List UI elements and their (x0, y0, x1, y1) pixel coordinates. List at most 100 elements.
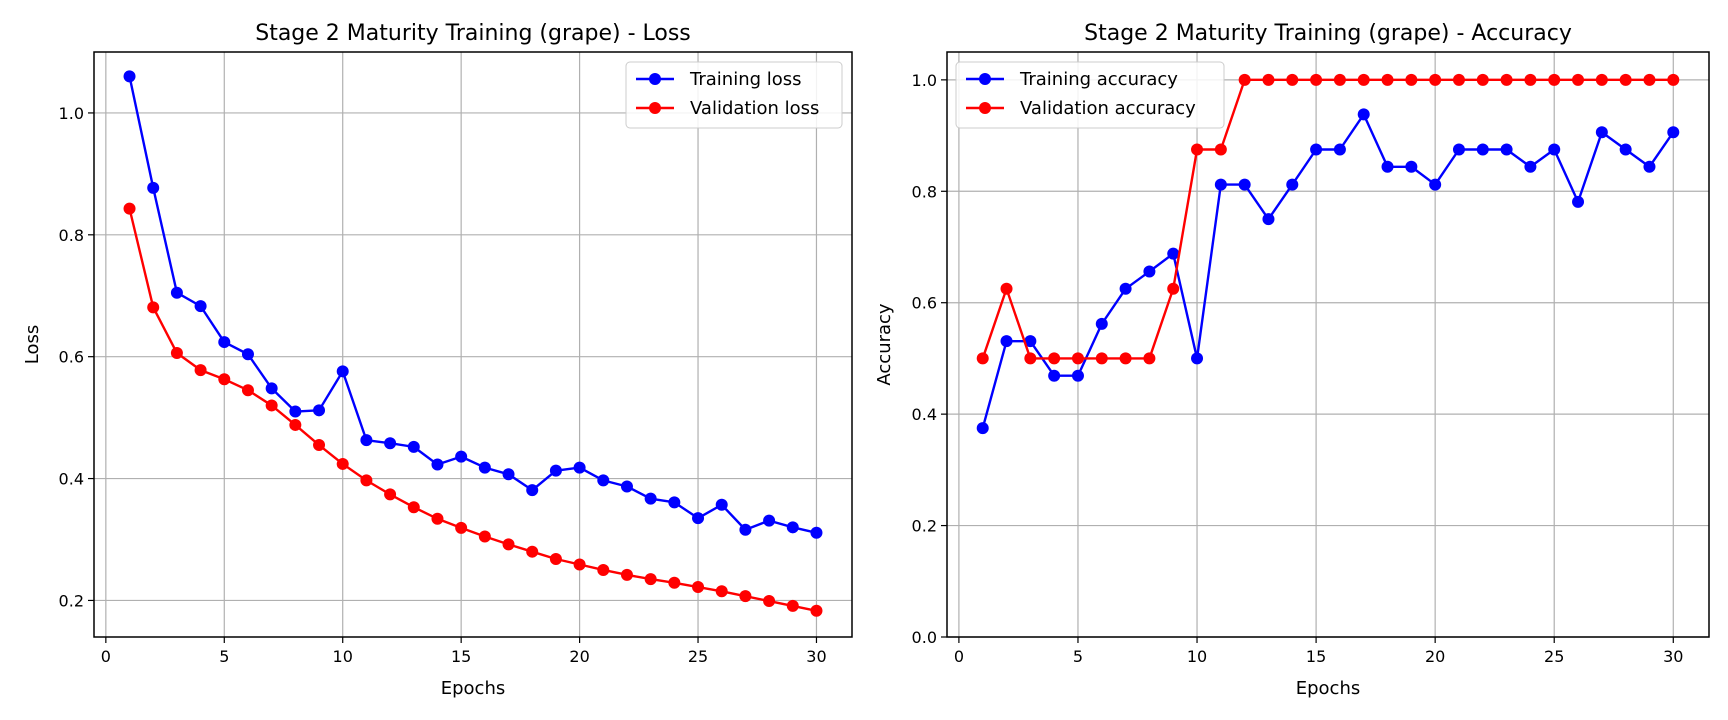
loss-training-point (170, 286, 183, 299)
loss-training-point (455, 450, 468, 463)
accuracy-validation-point (1286, 73, 1299, 86)
loss-validation-point (360, 474, 373, 487)
accuracy-training-point (1524, 160, 1537, 173)
accuracy-legend-box (955, 61, 1225, 129)
loss-x-tick-label: 0 (101, 647, 111, 666)
loss-validation-point (715, 585, 728, 598)
loss-validation-point (597, 563, 610, 576)
accuracy-validation-point (1000, 282, 1013, 295)
accuracy-training-point (1452, 143, 1465, 156)
accuracy-validation-point (1095, 352, 1108, 365)
accuracy-training-point (1262, 213, 1275, 226)
accuracy-training-point (1167, 247, 1180, 260)
accuracy-validation-point (1381, 73, 1394, 86)
loss-legend-training-marker (649, 73, 661, 85)
accuracy-y-tick-label: 0.4 (912, 405, 937, 424)
accuracy-training-point (1429, 178, 1442, 191)
loss-legend-box (625, 61, 843, 129)
accuracy-training-point (1333, 143, 1346, 156)
accuracy-training-point (1310, 143, 1323, 156)
accuracy-training-point (1572, 195, 1585, 208)
accuracy-y-tick-label: 0.8 (912, 182, 937, 201)
loss-validation-point (241, 384, 254, 397)
loss-training-point (241, 348, 254, 361)
loss-validation-point (289, 418, 302, 431)
accuracy-grid (947, 52, 1709, 638)
accuracy-legend-validation-label: Validation accuracy (1020, 98, 1196, 119)
accuracy-y-tick-label: 0.2 (912, 517, 937, 536)
accuracy-legend: Training accuracy Validation accuracy (955, 61, 1225, 129)
loss-x-tick-label: 15 (451, 647, 471, 666)
loss-validation-point (123, 202, 136, 215)
loss-y-tick-label: 0.4 (59, 470, 84, 489)
accuracy-training-point (1119, 282, 1132, 295)
loss-validation-point (407, 501, 420, 514)
loss-validation-point (549, 553, 562, 565)
loss-training-point (739, 523, 752, 536)
loss-training-point (313, 404, 326, 417)
accuracy-x-tick-label: 15 (1306, 647, 1326, 666)
loss-validation-point (265, 399, 278, 412)
accuracy-y-tick-label: 0.0 (912, 628, 937, 647)
accuracy-x-tick-label: 30 (1663, 647, 1683, 666)
loss-training-point (123, 70, 136, 83)
accuracy-training-point (1667, 126, 1680, 139)
loss-training-point (502, 468, 515, 481)
loss-training-point (668, 496, 681, 509)
accuracy-legend-validation-marker (979, 102, 991, 114)
loss-validation-point (573, 558, 586, 571)
accuracy-training-point (976, 422, 989, 435)
accuracy-chart-xlabel: Epochs (1296, 678, 1361, 699)
accuracy-x-tick-label: 10 (1187, 647, 1207, 666)
loss-x-tick-label: 5 (219, 647, 229, 666)
accuracy-validation-point (1071, 352, 1084, 365)
accuracy-validation-point (1429, 73, 1442, 86)
accuracy-training-point (1643, 160, 1656, 173)
accuracy-training-point (1071, 369, 1084, 382)
loss-training-point (431, 458, 444, 471)
accuracy-training-point (1357, 108, 1370, 121)
loss-x-tick-label: 20 (569, 647, 589, 666)
loss-x-tick-label: 30 (806, 647, 826, 666)
loss-training-point (289, 405, 302, 418)
accuracy-y-tick-label: 0.6 (912, 294, 937, 313)
loss-training-line (128, 76, 817, 534)
accuracy-training-point (1048, 369, 1061, 382)
accuracy-validation-point (1357, 73, 1370, 86)
accuracy-validation-point (1667, 73, 1680, 86)
loss-training-point (786, 521, 799, 534)
accuracy-training-point (1238, 178, 1251, 191)
loss-chart-ylabel: Loss (22, 325, 43, 364)
loss-chart: Stage 2 Maturity Training (grape) - Loss… (22, 21, 853, 699)
loss-validation-point (455, 521, 468, 534)
loss-validation-point (147, 301, 160, 314)
loss-legend-validation-label: Validation loss (690, 98, 819, 119)
loss-y-tick-label: 0.2 (59, 591, 84, 610)
loss-validation-point (502, 538, 515, 551)
loss-validation-point (336, 457, 349, 470)
loss-validation-point (739, 590, 752, 603)
accuracy-validation-point (1643, 73, 1656, 86)
accuracy-validation-point (1548, 73, 1561, 86)
accuracy-chart-ylabel: Accuracy (874, 303, 895, 386)
accuracy-legend-training-marker (979, 73, 991, 85)
loss-chart-xlabel: Epochs (441, 678, 506, 699)
accuracy-validation-point (1310, 73, 1323, 86)
loss-y-tick-label: 0.8 (59, 226, 84, 245)
accuracy-y-tick-label: 1.0 (912, 71, 937, 90)
loss-training-point (573, 461, 586, 474)
accuracy-training-point (1095, 317, 1108, 330)
loss-training-point (478, 461, 491, 474)
accuracy-x-tick-label: 25 (1544, 647, 1564, 666)
accuracy-validation-point (1262, 73, 1275, 86)
accuracy-training-point (1619, 143, 1632, 156)
accuracy-validation-point (1048, 352, 1061, 365)
accuracy-training-point (1500, 143, 1513, 156)
loss-chart-title: Stage 2 Maturity Training (grape) - Loss (255, 21, 691, 46)
accuracy-training-point (1191, 352, 1204, 365)
loss-training-point (407, 440, 420, 453)
loss-validation-point (194, 364, 207, 377)
loss-y-tick-label: 1.0 (59, 104, 84, 123)
accuracy-validation-point (1191, 143, 1204, 156)
loss-legend: Training loss Validation loss (625, 61, 843, 129)
